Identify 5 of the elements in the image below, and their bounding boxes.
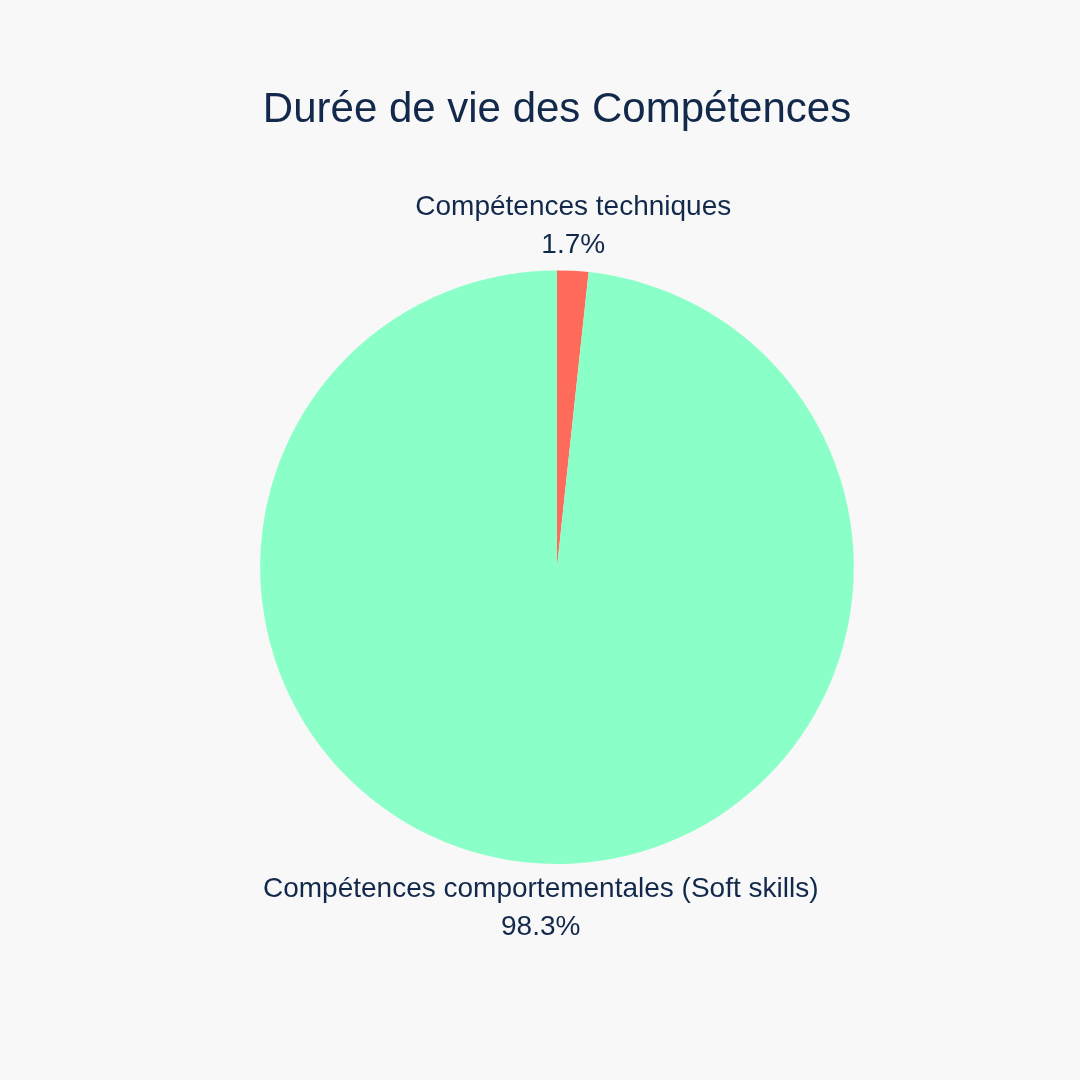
slice-label: Compétences comportementales (Soft skills) [262,872,819,904]
data-label: 98.3% [501,910,581,942]
slice-label: Compétences techniques [415,189,732,221]
chart-title: Durée de vie des Compétences [262,83,852,131]
data-label: 1.7% [541,227,606,259]
